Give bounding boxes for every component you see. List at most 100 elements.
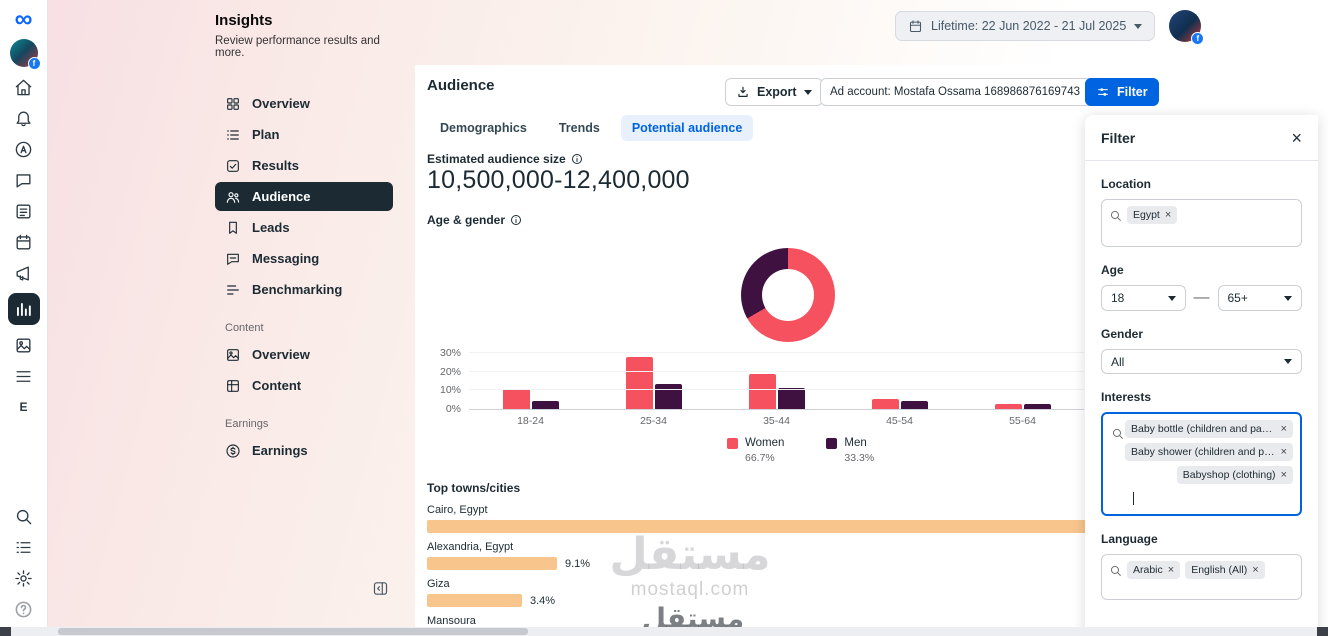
close-filter-button[interactable]: ×	[1291, 129, 1302, 147]
y-axis-tick: 20%	[439, 365, 461, 378]
tab-trends[interactable]: Trends	[558, 121, 600, 135]
horizontal-scrollbar[interactable]	[0, 627, 1328, 636]
filter-tag[interactable]: Babyshop (clothing) ×	[1176, 466, 1293, 484]
nav-section-label: Content	[225, 322, 264, 334]
age-max-select[interactable]: 65+	[1217, 285, 1302, 311]
language-input[interactable]: Arabic × English (All) ×	[1101, 554, 1302, 600]
filter-tag[interactable]: Arabic ×	[1127, 561, 1181, 579]
planner-icon[interactable]	[13, 231, 35, 253]
remove-tag-icon[interactable]: ×	[1280, 469, 1287, 481]
top-towns-list: Cairo, Egypt Alexandria, Egypt 9.1% Giza 3.4…	[427, 504, 1107, 627]
search-icon	[1111, 427, 1124, 440]
x-axis-label: 55-64	[1009, 415, 1036, 427]
sidebar-item-earnings[interactable]: Earnings	[215, 436, 393, 465]
settings-icon[interactable]	[13, 567, 35, 589]
all-tools-icon[interactable]	[13, 365, 35, 387]
age-label: Age	[1101, 263, 1124, 277]
tab-demographics[interactable]: Demographics	[440, 121, 527, 135]
section-title: Audience	[427, 77, 495, 94]
remove-tag-icon[interactable]: ×	[1280, 446, 1287, 458]
sidebar-item-benchmarking[interactable]: Benchmarking	[215, 275, 393, 304]
age-min-select[interactable]: 18	[1101, 285, 1186, 311]
location-input[interactable]: Egypt ×	[1101, 199, 1302, 247]
sidebar-item-overview[interactable]: Overview	[215, 340, 393, 369]
tag-label: Egypt	[1133, 209, 1160, 221]
tag-label: Baby shower (children and pa...	[1131, 446, 1276, 458]
search-icon	[1109, 564, 1122, 577]
sidebar-item-messaging[interactable]: Messaging	[215, 244, 393, 273]
gridline	[469, 389, 1084, 391]
scroll-right-button[interactable]	[1317, 627, 1328, 636]
legend-text: Men 33.3%	[844, 437, 874, 464]
filter-tag[interactable]: Egypt ×	[1127, 206, 1178, 224]
meta-logo[interactable]: ∞	[14, 5, 33, 33]
open-filter-button[interactable]: Filter	[1085, 78, 1159, 106]
bar-men	[900, 400, 928, 409]
town-bar-row	[427, 520, 1107, 533]
ad-account-dropdown[interactable]: Ad account: Mostafa Ossama 1689868761697…	[820, 78, 1105, 106]
top-towns-title: Top towns/cities	[427, 481, 521, 495]
scroll-left-button[interactable]	[0, 627, 11, 636]
tab-potential-audience[interactable]: Potential audience	[620, 115, 754, 141]
town-name: Mansoura	[427, 615, 476, 627]
estimated-audience-value: 10,500,000-12,400,000	[427, 166, 690, 194]
date-range-button[interactable]: Lifetime: 22 Jun 2022 - 21 Jul 2025	[895, 11, 1156, 41]
inbox-icon[interactable]	[13, 169, 35, 191]
sidebar-item-content[interactable]: Content	[215, 371, 393, 400]
sidebar-item-label: Overview	[252, 96, 310, 111]
media-icon	[225, 347, 241, 363]
interests-input[interactable]: Baby bottle (children and pare... × Baby s…	[1101, 412, 1302, 516]
promote-icon[interactable]	[13, 262, 35, 284]
bar-men	[531, 400, 559, 409]
filter-tag[interactable]: Baby shower (children and pa... ×	[1125, 443, 1293, 461]
nav-section-label: Earnings	[225, 418, 269, 430]
sidebar-item-label: Results	[252, 158, 299, 173]
search-icon[interactable]	[13, 505, 35, 527]
sidebar-item-overview[interactable]: Overview	[215, 89, 393, 118]
plot-area: 18-24 25-34 35-44 45-54 55-64	[469, 352, 1084, 427]
y-axis-tick: 10%	[439, 384, 461, 397]
business-avatar[interactable]: f	[9, 39, 41, 70]
collapse-sidebar-button[interactable]	[372, 578, 392, 598]
sidebar-item-audience[interactable]: Audience	[215, 182, 393, 211]
sidebar-item-plan[interactable]: Plan	[215, 120, 393, 149]
notifications-icon[interactable]	[13, 107, 35, 129]
facebook-badge-icon: f	[27, 57, 41, 70]
gender-donut-chart	[741, 248, 835, 342]
info-icon[interactable]	[510, 214, 522, 226]
town-name: Cairo, Egypt	[427, 504, 488, 516]
profile-avatar[interactable]: f	[1169, 10, 1205, 45]
sidebar-item-results[interactable]: Results	[215, 151, 393, 180]
insights-icon[interactable]	[7, 293, 40, 325]
y-axis-tick: 0%	[445, 403, 461, 415]
gender-select[interactable]: All	[1101, 349, 1302, 374]
town-bar-row: 9.1%	[427, 557, 1107, 570]
bar-men	[1023, 404, 1051, 409]
sidebar-nav: Overview Plan Results Audience Leads Messagin…	[215, 89, 393, 467]
export-button[interactable]: Export	[725, 78, 823, 106]
search-icon	[1109, 209, 1122, 222]
info-icon[interactable]	[571, 153, 583, 165]
gender-label: Gender	[1101, 327, 1144, 341]
remove-tag-icon[interactable]: ×	[1252, 564, 1259, 576]
home-icon[interactable]	[13, 76, 35, 98]
town-value: 3.4%	[530, 594, 556, 607]
gridline	[469, 370, 1084, 372]
ads-manager-icon[interactable]	[13, 138, 35, 160]
sidebar-item-leads[interactable]: Leads	[215, 213, 393, 242]
help-icon[interactable]	[13, 598, 35, 620]
scrollbar-thumb[interactable]	[58, 628, 528, 635]
feed-icon[interactable]	[13, 536, 35, 558]
bar-women	[871, 398, 899, 409]
content-icon[interactable]	[13, 334, 35, 356]
chart-legend: Women 66.7% Men 33.3%	[727, 437, 874, 464]
town-bar-row: 3.4%	[427, 594, 1107, 607]
filter-sliders-icon	[1096, 85, 1110, 99]
posts-icon[interactable]	[13, 200, 35, 222]
filter-tag[interactable]: Baby bottle (children and pare... ×	[1125, 420, 1293, 438]
remove-tag-icon[interactable]: ×	[1280, 423, 1287, 435]
shortcut-e[interactable]: E	[19, 400, 28, 414]
remove-tag-icon[interactable]: ×	[1164, 209, 1172, 221]
filter-tag[interactable]: English (All) ×	[1185, 561, 1265, 579]
remove-tag-icon[interactable]: ×	[1167, 564, 1175, 576]
